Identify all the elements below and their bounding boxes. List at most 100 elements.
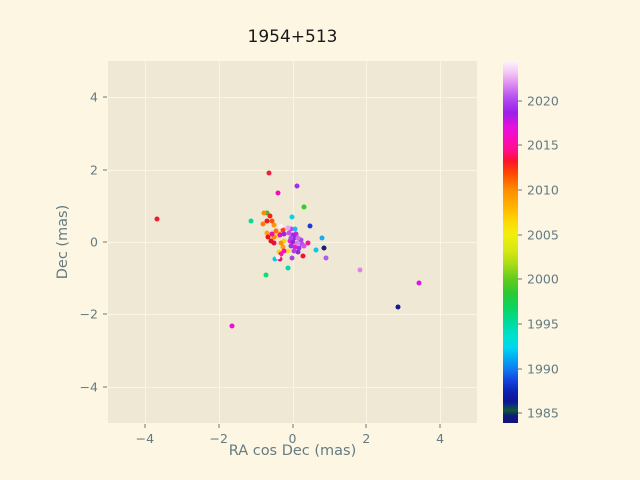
y-tick-label: 4 (90, 89, 98, 105)
gridline-horizontal (108, 314, 477, 316)
scatter-point (285, 225, 291, 231)
scatter-point (292, 244, 298, 250)
y-tick-mark (103, 313, 107, 315)
scatter-point (286, 230, 292, 236)
colorbar-tick-label: 1990 (527, 361, 559, 377)
y-tick-label: 0 (90, 234, 98, 250)
colorbar-tick-mark (518, 412, 522, 414)
y-tick-label: −4 (79, 379, 98, 395)
scatter-point (271, 234, 277, 240)
scatter-point (291, 248, 297, 254)
scatter-point (265, 234, 271, 240)
scatter-point (289, 255, 295, 261)
x-tick-label: −2 (209, 431, 228, 446)
y-tick-label: 2 (90, 162, 98, 178)
colorbar-tick-mark (518, 189, 522, 191)
scatter-point (278, 223, 284, 229)
scatter-point (295, 249, 301, 255)
y-tick-mark (103, 169, 107, 171)
scatter-point (280, 227, 286, 233)
scatter-point (305, 240, 311, 246)
scatter-point (269, 231, 275, 237)
scatter-point (248, 218, 254, 224)
x-tick-label: −4 (135, 431, 155, 446)
colorbar-tick-label: 2010 (527, 182, 559, 198)
scatter-point (296, 245, 302, 251)
scatter-point (269, 218, 275, 224)
scatter-point (298, 237, 304, 243)
scatter-point (357, 267, 363, 272)
scatter-point (261, 210, 267, 216)
scatter-point (264, 218, 270, 224)
scatter-point (229, 323, 235, 329)
scatter-point (319, 235, 325, 241)
colorbar-tick-mark (518, 234, 522, 236)
colorbar-tick-mark (518, 368, 522, 370)
gridline-horizontal (108, 169, 477, 171)
scatter-point (294, 183, 300, 189)
scatter-point (290, 232, 295, 238)
scatter-point (277, 232, 283, 238)
scatter-point (395, 304, 401, 310)
gridline-horizontal (108, 97, 477, 99)
scatter-point (323, 255, 329, 261)
scatter-point (293, 231, 299, 237)
scatter-point (294, 240, 300, 246)
scatter-point (277, 256, 283, 262)
scatter-point (301, 204, 307, 210)
scatter-point (307, 223, 313, 229)
y-axis-label: Dec (mas) (55, 204, 71, 280)
scatter-point (291, 235, 297, 241)
scatter-point (292, 226, 298, 232)
scatter-point (288, 243, 294, 249)
scatter-point (285, 265, 291, 271)
scatter-point (273, 228, 279, 234)
colorbar-tick-mark (518, 100, 522, 102)
scatter-point (271, 240, 277, 246)
x-tick-mark (439, 424, 441, 428)
y-tick-label: −2 (79, 306, 98, 322)
scatter-point (278, 240, 284, 246)
x-tick-mark (292, 424, 293, 428)
x-tick-label: 4 (436, 431, 445, 446)
colorbar-tick-mark (518, 144, 522, 146)
scatter-point (271, 222, 277, 228)
scatter-point (301, 243, 307, 249)
scatter-point (300, 253, 306, 259)
scatter-point (266, 170, 271, 176)
scatter-point (260, 221, 266, 227)
plot-area: −4 −2 0 2 4 −4 −2 0 2 4 (80, 61, 477, 446)
y-tick-mark (103, 96, 107, 98)
scatter-point (272, 256, 278, 262)
scatter-point (287, 238, 293, 244)
colorbar-tick-label: 1985 (527, 405, 559, 421)
x-axis-label: RA cos Dec (mas) (228, 443, 357, 459)
colorbar-tick-label: 2020 (527, 93, 559, 109)
colorbar-tick-label: 2015 (527, 137, 559, 153)
x-tick-label: 2 (362, 431, 371, 446)
scatter-point (313, 247, 319, 253)
scatter-point (154, 216, 160, 222)
scatter-point (288, 226, 294, 232)
scatter-point (275, 254, 281, 260)
colorbar-tick-label: 1995 (527, 316, 559, 332)
colorbar: 2020 2015 2010 2005 2000 1995 1990 1985 (503, 62, 559, 423)
scatter-point (321, 245, 327, 251)
scatter-point (281, 248, 287, 254)
scatter-point (275, 190, 281, 196)
scatter-point (416, 280, 422, 286)
gridline-horizontal (108, 386, 477, 388)
scatter-point (280, 244, 286, 250)
scatter-point (267, 213, 273, 219)
y-tick-mark (103, 386, 107, 388)
scatter-point (299, 241, 305, 247)
scatter-point (263, 272, 269, 278)
scatter-point (290, 239, 296, 245)
x-tick-mark (218, 424, 220, 428)
colorbar-tick-mark (518, 323, 522, 325)
scatter-point (295, 235, 301, 241)
scatter-point (268, 238, 274, 244)
scatter-point (289, 214, 295, 220)
scatter-point (264, 210, 270, 216)
